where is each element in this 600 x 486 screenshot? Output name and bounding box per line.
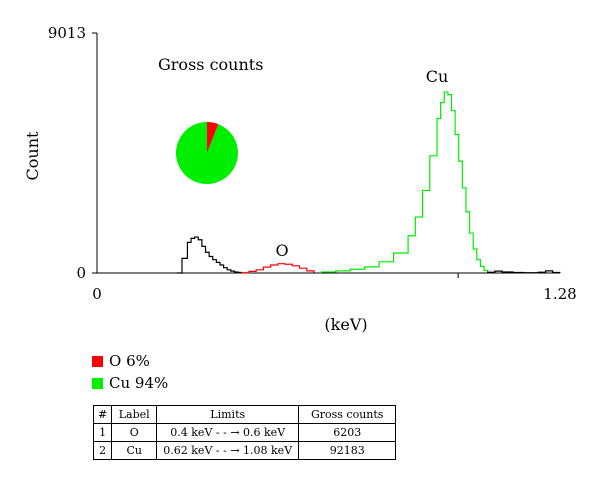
x-tick-right: 1.28 <box>543 285 576 303</box>
pie-slice-o <box>207 122 219 153</box>
pie-chart <box>176 122 238 184</box>
spectrum-chart: Gross counts Count (keV) 9013 0 0 1.28 O… <box>23 24 577 334</box>
table-row: 2 Cu 0.62 keV - - → 1.08 keV 92183 <box>92 441 397 460</box>
series-line-background <box>176 236 243 274</box>
table-cell: 0.62 keV - - → 1.08 keV <box>156 441 300 460</box>
table-header: Limits <box>156 405 300 424</box>
table-cell: 1 <box>92 423 113 442</box>
legend: O 6% Cu 94% <box>92 350 168 394</box>
x-tick-left: 0 <box>92 285 102 303</box>
table-header-row: # Label Limits Gross counts <box>92 405 397 424</box>
peak-label-o: O <box>275 241 288 260</box>
table-cell: 6203 <box>298 423 397 442</box>
table-cell: 2 <box>92 441 113 460</box>
chart-title: Gross counts <box>158 55 263 74</box>
legend-item-o: O 6% <box>92 350 168 372</box>
y-axis-label: Count <box>23 131 42 180</box>
legend-label-o: O 6% <box>109 352 150 370</box>
plot-axes <box>92 32 560 278</box>
y-tick-bottom: 0 <box>76 264 86 282</box>
series-line-o <box>241 263 315 274</box>
series-line-cu <box>320 91 489 273</box>
legend-swatch-cu <box>92 377 103 389</box>
x-axis-label: (keV) <box>324 315 367 334</box>
table-header: Gross counts <box>298 405 397 424</box>
series-layer <box>176 91 561 274</box>
pie-slice-cu <box>176 122 238 184</box>
table-row: 1 O 0.4 keV - - → 0.6 keV 6203 <box>92 423 397 442</box>
table-cell: O <box>111 423 158 442</box>
series-line-tail <box>487 270 561 274</box>
table-cell: 92183 <box>298 441 397 460</box>
legend-label-cu: Cu 94% <box>109 374 169 392</box>
legend-swatch-o <box>92 355 103 367</box>
limits-table: # Label Limits Gross counts 1 O 0.4 keV … <box>92 405 397 460</box>
table-cell: Cu <box>111 441 158 460</box>
peak-label-cu: Cu <box>426 67 449 86</box>
legend-item-cu: Cu 94% <box>92 372 168 394</box>
table-header: Label <box>111 405 158 424</box>
y-tick-top: 9013 <box>48 24 86 42</box>
table-cell: 0.4 keV - - → 0.6 keV <box>156 423 300 442</box>
table-header: # <box>92 405 113 424</box>
